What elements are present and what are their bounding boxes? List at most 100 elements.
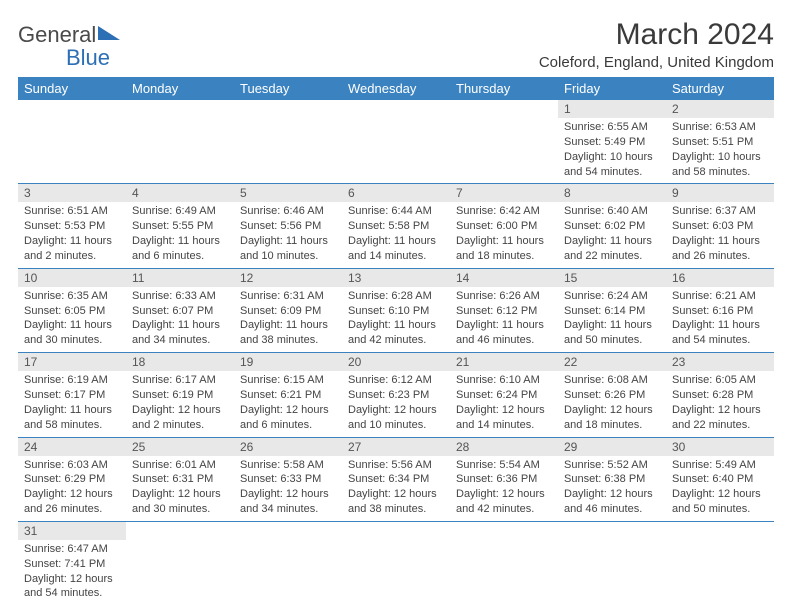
day-number: 28 (450, 438, 558, 456)
daylight-text: Daylight: 11 hours and 22 minutes. (564, 234, 660, 264)
day-number: 11 (126, 269, 234, 287)
sunset-text: Sunset: 6:38 PM (564, 472, 660, 487)
calendar-cell: 24Sunrise: 6:03 AMSunset: 6:29 PMDayligh… (18, 437, 126, 521)
calendar-cell: 23Sunrise: 6:05 AMSunset: 6:28 PMDayligh… (666, 353, 774, 437)
day-number: 20 (342, 353, 450, 371)
calendar-row: 31Sunrise: 6:47 AMSunset: 7:41 PMDayligh… (18, 521, 774, 605)
weekday-header: Tuesday (234, 77, 342, 100)
day-data: Sunrise: 6:15 AMSunset: 6:21 PMDaylight:… (234, 371, 342, 436)
day-data: Sunrise: 6:24 AMSunset: 6:14 PMDaylight:… (558, 287, 666, 352)
daylight-text: Daylight: 12 hours and 26 minutes. (24, 487, 120, 517)
calendar-cell: 21Sunrise: 6:10 AMSunset: 6:24 PMDayligh… (450, 353, 558, 437)
sunset-text: Sunset: 6:07 PM (132, 304, 228, 319)
sunset-text: Sunset: 6:26 PM (564, 388, 660, 403)
day-data: Sunrise: 6:33 AMSunset: 6:07 PMDaylight:… (126, 287, 234, 352)
day-number: 25 (126, 438, 234, 456)
day-data: Sunrise: 6:05 AMSunset: 6:28 PMDaylight:… (666, 371, 774, 436)
calendar-cell (342, 100, 450, 184)
sunset-text: Sunset: 7:41 PM (24, 557, 120, 572)
calendar-cell: 14Sunrise: 6:26 AMSunset: 6:12 PMDayligh… (450, 268, 558, 352)
title-block: March 2024 Coleford, England, United Kin… (539, 18, 774, 71)
day-data: Sunrise: 5:56 AMSunset: 6:34 PMDaylight:… (342, 456, 450, 521)
weekday-header: Thursday (450, 77, 558, 100)
day-number: 22 (558, 353, 666, 371)
day-data: Sunrise: 6:21 AMSunset: 6:16 PMDaylight:… (666, 287, 774, 352)
sunrise-text: Sunrise: 6:49 AM (132, 204, 228, 219)
daylight-text: Daylight: 11 hours and 38 minutes. (240, 318, 336, 348)
sunset-text: Sunset: 6:17 PM (24, 388, 120, 403)
sunset-text: Sunset: 6:24 PM (456, 388, 552, 403)
calendar-cell (342, 521, 450, 605)
day-data: Sunrise: 6:46 AMSunset: 5:56 PMDaylight:… (234, 202, 342, 267)
calendar-row: 3Sunrise: 6:51 AMSunset: 5:53 PMDaylight… (18, 184, 774, 268)
sunrise-text: Sunrise: 6:24 AM (564, 289, 660, 304)
sunset-text: Sunset: 6:03 PM (672, 219, 768, 234)
calendar-cell: 3Sunrise: 6:51 AMSunset: 5:53 PMDaylight… (18, 184, 126, 268)
sunrise-text: Sunrise: 6:47 AM (24, 542, 120, 557)
daylight-text: Daylight: 12 hours and 50 minutes. (672, 487, 768, 517)
sunset-text: Sunset: 6:19 PM (132, 388, 228, 403)
daylight-text: Daylight: 11 hours and 14 minutes. (348, 234, 444, 264)
calendar-cell (450, 521, 558, 605)
calendar-cell (234, 521, 342, 605)
day-data: Sunrise: 6:35 AMSunset: 6:05 PMDaylight:… (18, 287, 126, 352)
day-number: 18 (126, 353, 234, 371)
sunset-text: Sunset: 6:23 PM (348, 388, 444, 403)
daylight-text: Daylight: 11 hours and 50 minutes. (564, 318, 660, 348)
sunset-text: Sunset: 6:09 PM (240, 304, 336, 319)
calendar-row: 10Sunrise: 6:35 AMSunset: 6:05 PMDayligh… (18, 268, 774, 352)
sunrise-text: Sunrise: 6:17 AM (132, 373, 228, 388)
sunrise-text: Sunrise: 5:49 AM (672, 458, 768, 473)
calendar-row: 1Sunrise: 6:55 AMSunset: 5:49 PMDaylight… (18, 100, 774, 184)
calendar-cell: 26Sunrise: 5:58 AMSunset: 6:33 PMDayligh… (234, 437, 342, 521)
calendar-cell: 25Sunrise: 6:01 AMSunset: 6:31 PMDayligh… (126, 437, 234, 521)
daylight-text: Daylight: 11 hours and 2 minutes. (24, 234, 120, 264)
calendar-cell: 10Sunrise: 6:35 AMSunset: 6:05 PMDayligh… (18, 268, 126, 352)
daylight-text: Daylight: 12 hours and 46 minutes. (564, 487, 660, 517)
weekday-header: Friday (558, 77, 666, 100)
sunrise-text: Sunrise: 6:15 AM (240, 373, 336, 388)
day-number: 15 (558, 269, 666, 287)
day-number: 12 (234, 269, 342, 287)
sunrise-text: Sunrise: 6:33 AM (132, 289, 228, 304)
calendar-cell (558, 521, 666, 605)
sunrise-text: Sunrise: 6:21 AM (672, 289, 768, 304)
calendar-cell: 7Sunrise: 6:42 AMSunset: 6:00 PMDaylight… (450, 184, 558, 268)
calendar-cell: 2Sunrise: 6:53 AMSunset: 5:51 PMDaylight… (666, 100, 774, 184)
calendar-cell (234, 100, 342, 184)
sunrise-text: Sunrise: 6:46 AM (240, 204, 336, 219)
sunset-text: Sunset: 6:10 PM (348, 304, 444, 319)
sunrise-text: Sunrise: 6:05 AM (672, 373, 768, 388)
calendar-table: Sunday Monday Tuesday Wednesday Thursday… (18, 77, 774, 605)
calendar-cell: 11Sunrise: 6:33 AMSunset: 6:07 PMDayligh… (126, 268, 234, 352)
day-number: 30 (666, 438, 774, 456)
daylight-text: Daylight: 11 hours and 30 minutes. (24, 318, 120, 348)
day-data: Sunrise: 5:58 AMSunset: 6:33 PMDaylight:… (234, 456, 342, 521)
calendar-cell: 15Sunrise: 6:24 AMSunset: 6:14 PMDayligh… (558, 268, 666, 352)
day-number: 1 (558, 100, 666, 118)
day-data: Sunrise: 6:01 AMSunset: 6:31 PMDaylight:… (126, 456, 234, 521)
day-data: Sunrise: 6:31 AMSunset: 6:09 PMDaylight:… (234, 287, 342, 352)
day-number: 7 (450, 184, 558, 202)
sunset-text: Sunset: 5:58 PM (348, 219, 444, 234)
daylight-text: Daylight: 12 hours and 18 minutes. (564, 403, 660, 433)
weekday-header: Saturday (666, 77, 774, 100)
day-number: 17 (18, 353, 126, 371)
day-data: Sunrise: 6:26 AMSunset: 6:12 PMDaylight:… (450, 287, 558, 352)
sunset-text: Sunset: 6:12 PM (456, 304, 552, 319)
daylight-text: Daylight: 12 hours and 30 minutes. (132, 487, 228, 517)
sunset-text: Sunset: 6:36 PM (456, 472, 552, 487)
daylight-text: Daylight: 12 hours and 34 minutes. (240, 487, 336, 517)
day-data: Sunrise: 6:37 AMSunset: 6:03 PMDaylight:… (666, 202, 774, 267)
day-number: 16 (666, 269, 774, 287)
calendar-cell: 16Sunrise: 6:21 AMSunset: 6:16 PMDayligh… (666, 268, 774, 352)
logo-text-general: General (18, 22, 96, 47)
day-number: 9 (666, 184, 774, 202)
sunset-text: Sunset: 5:53 PM (24, 219, 120, 234)
sunset-text: Sunset: 5:49 PM (564, 135, 660, 150)
day-data: Sunrise: 6:12 AMSunset: 6:23 PMDaylight:… (342, 371, 450, 436)
calendar-cell: 1Sunrise: 6:55 AMSunset: 5:49 PMDaylight… (558, 100, 666, 184)
sunset-text: Sunset: 6:40 PM (672, 472, 768, 487)
calendar-cell: 31Sunrise: 6:47 AMSunset: 7:41 PMDayligh… (18, 521, 126, 605)
sunset-text: Sunset: 6:16 PM (672, 304, 768, 319)
